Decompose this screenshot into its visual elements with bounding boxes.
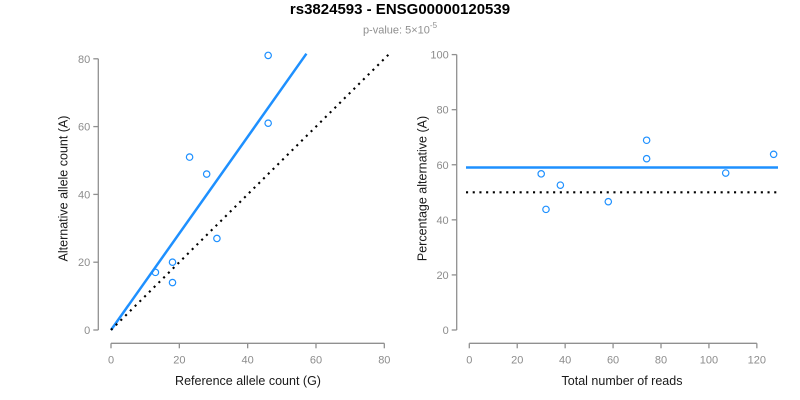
pvalue-exponent: -5 xyxy=(429,21,438,30)
x-tick-label: 0 xyxy=(466,354,472,366)
x-tick-label: 20 xyxy=(511,354,523,366)
data-point xyxy=(168,278,177,287)
x-tick-label: 40 xyxy=(559,354,571,366)
y-tick-label: 40 xyxy=(78,189,90,201)
x-axis-title-right: Total number of reads xyxy=(561,374,683,388)
y-axis-title-right: Percentage alternative (A) xyxy=(415,115,430,262)
y-tick-label: 0 xyxy=(443,325,449,337)
x-tick-label: 0 xyxy=(108,354,114,366)
x-tick-label: 60 xyxy=(310,354,322,366)
y-tick-label: 80 xyxy=(78,54,90,66)
data-point xyxy=(264,51,272,60)
y-axis-title-left: Alternative allele count (A) xyxy=(56,115,71,262)
y-tick-label: 20 xyxy=(78,257,90,269)
data-point xyxy=(168,258,177,267)
page-title: rs3824593 - ENSG00000120539 xyxy=(289,1,511,18)
data-point xyxy=(556,181,565,189)
y-tick-label: 20 xyxy=(436,270,448,282)
pvalue-subtitle: p-value: 5×10-5 xyxy=(0,20,800,38)
y-tick-label: 0 xyxy=(84,325,90,337)
data-point xyxy=(604,197,613,206)
data-point xyxy=(721,169,730,177)
x-tick-label: 80 xyxy=(378,354,390,366)
data-point xyxy=(151,268,160,277)
y-tick-label: 100 xyxy=(430,50,448,62)
data-point xyxy=(769,150,778,159)
data-point xyxy=(542,205,550,214)
y-tick-label: 80 xyxy=(436,105,448,117)
x-tick-label: 120 xyxy=(748,354,766,366)
data-point xyxy=(642,136,651,145)
x-axis-title-left: Reference allele count (G) xyxy=(175,374,321,388)
x-tick-label: 80 xyxy=(655,354,667,366)
data-point xyxy=(202,170,211,178)
x-tick-label: 60 xyxy=(607,354,619,366)
data-point xyxy=(537,170,545,178)
identity-line xyxy=(110,53,390,331)
x-tick-label: 40 xyxy=(242,354,254,366)
data-point xyxy=(185,153,194,161)
data-point xyxy=(213,234,221,243)
pvalue-label: p-value: xyxy=(362,24,406,37)
x-tick-label: 20 xyxy=(173,354,185,366)
y-tick-label: 40 xyxy=(436,215,448,227)
pvalue-base: 5×10 xyxy=(405,24,430,37)
data-point xyxy=(642,154,651,163)
x-tick-label: 100 xyxy=(700,354,718,366)
fit-line xyxy=(109,52,308,331)
data-point xyxy=(264,119,272,128)
y-tick-label: 60 xyxy=(78,122,90,134)
y-tick-label: 60 xyxy=(436,160,448,172)
